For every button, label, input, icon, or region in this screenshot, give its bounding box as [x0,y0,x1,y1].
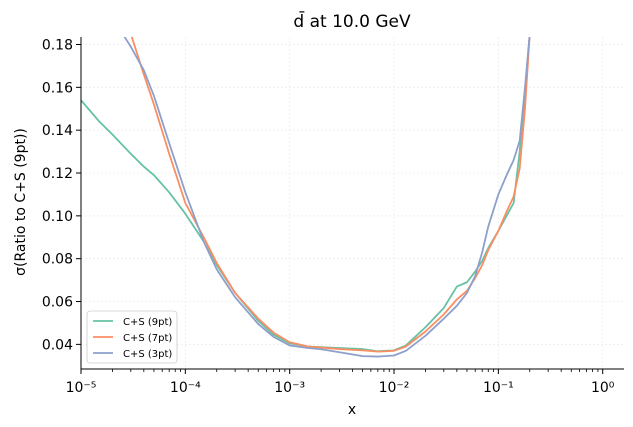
x-axis-label: x [348,402,356,418]
y-tick-label: 0.16 [42,80,73,96]
y-tick-label: 0.14 [42,123,73,139]
y-tick-label: 0.12 [42,166,73,182]
grid [80,37,624,369]
legend-label: C+S (9pt) [123,317,172,328]
legend-label: C+S (3pt) [123,349,172,360]
legend: C+S (9pt) C+S (7pt) C+S (3pt) [86,310,178,364]
x-tick-label: 10⁰ [591,380,615,396]
y-tick-label: 0.18 [42,37,73,53]
plot-area [81,37,531,358]
x-tick-label: 10⁻¹ [483,380,514,396]
y-tick-label: 0.10 [42,209,73,225]
x-tick-label: 10⁻³ [274,380,305,396]
series-line-2 [130,37,531,353]
y-tick-label: 0.08 [42,252,73,268]
legend-label: C+S (7pt) [123,333,172,344]
chart-title: d̄ at 10.0 GeV [293,10,411,32]
x-tick-label: 10⁻⁵ [66,380,97,396]
x-tick-label: 10⁻² [379,380,410,396]
x-tick-label: 10⁻⁴ [170,380,201,396]
ticks: 10⁻⁵ 10⁻⁴ 10⁻³ 10⁻² 10⁻¹ 10⁰ 0.04 0.06 0.08 0.10 0… [42,37,615,396]
series-line-3 [123,37,531,358]
y-axis-label: σ(Ratio to C+S (9pt)) [13,128,29,276]
legend-box [86,310,178,364]
y-tick-label: 0.06 [42,295,73,311]
y-tick-label: 0.04 [42,337,73,353]
